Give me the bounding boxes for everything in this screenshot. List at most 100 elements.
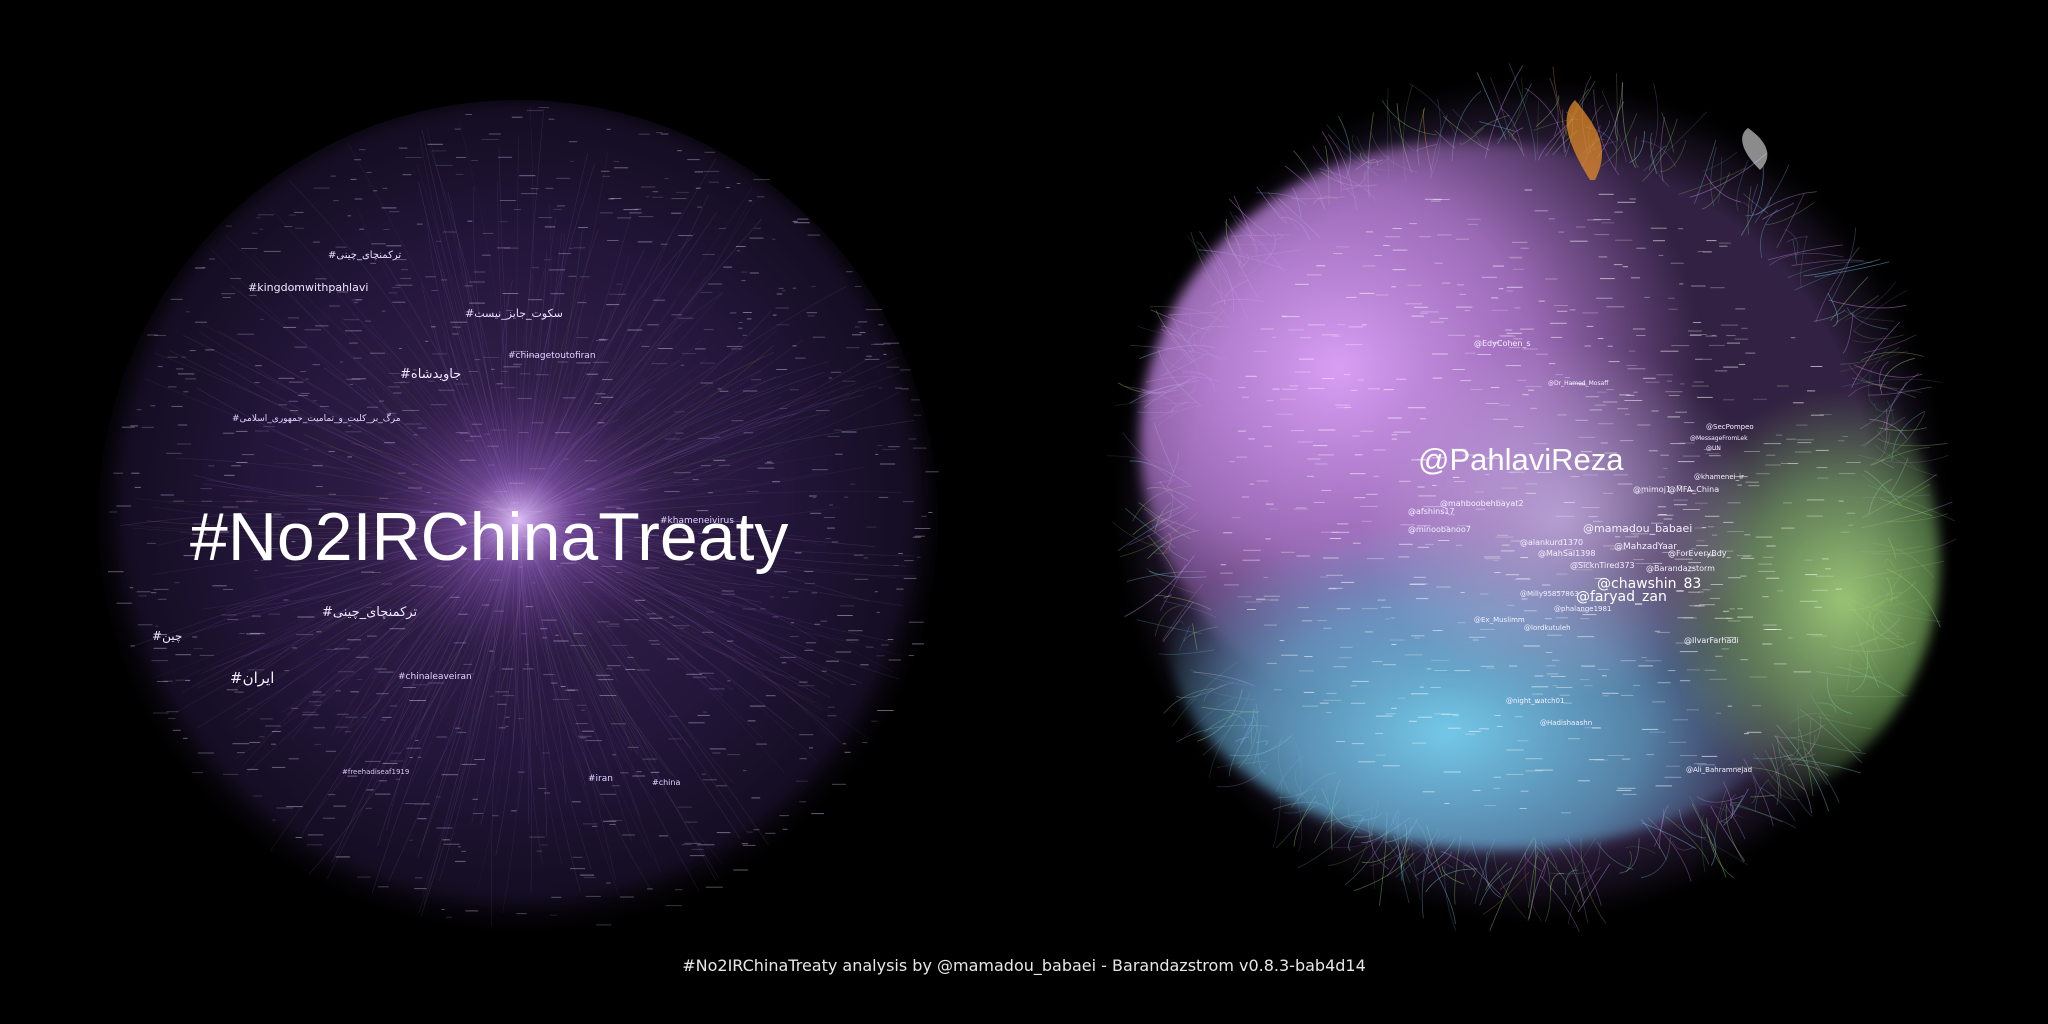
graph-node-label-mark bbox=[1690, 334, 1707, 335]
graph-node-label-mark bbox=[876, 611, 880, 613]
graph-node-label-mark bbox=[263, 426, 275, 428]
graph-node-label-mark bbox=[544, 226, 556, 228]
graph-edge bbox=[1740, 166, 1764, 236]
graph-node-label-mark bbox=[1727, 531, 1744, 532]
graph-node-label-mark bbox=[672, 625, 690, 627]
graph-node-label-mark bbox=[1777, 385, 1789, 387]
graph-node-label-mark bbox=[335, 726, 349, 728]
graph-node-label-mark bbox=[316, 631, 322, 633]
graph-node-label-mark bbox=[1544, 618, 1552, 620]
graph-node-label-mark bbox=[226, 689, 238, 691]
graph-node-label-mark bbox=[1417, 458, 1432, 460]
graph-node-label-mark bbox=[524, 663, 529, 665]
graph-node-label-mark bbox=[789, 389, 799, 391]
graph-node-label-mark bbox=[1391, 434, 1397, 436]
graph-node-label-mark bbox=[844, 496, 849, 498]
graph-node-label-mark bbox=[1606, 306, 1625, 308]
graph-node-label-mark bbox=[1405, 303, 1422, 305]
graph-node-label-mark bbox=[1511, 241, 1528, 243]
graph-node-label-mark bbox=[1715, 712, 1722, 714]
graph-node-label-mark bbox=[1637, 424, 1651, 426]
graph-node-label-mark bbox=[156, 681, 169, 682]
graph-node-label-mark bbox=[808, 495, 817, 497]
graph-node-label-mark bbox=[452, 333, 459, 335]
graph-node-label-mark bbox=[428, 682, 445, 684]
graph-edge bbox=[1776, 193, 1805, 248]
graph-node-label-mark bbox=[1679, 383, 1685, 385]
graph-node-label-mark bbox=[691, 848, 704, 850]
graph-node-label-mark bbox=[1603, 695, 1609, 697]
graph-node-label-mark bbox=[812, 497, 816, 499]
graph-edge bbox=[1660, 139, 1687, 173]
graph-node-label-mark bbox=[200, 488, 212, 490]
graph-edge bbox=[1706, 818, 1735, 879]
graph-node-label-mark bbox=[1727, 620, 1741, 622]
graph-node-label-mark bbox=[749, 237, 764, 239]
graph-node-label-mark bbox=[1507, 471, 1513, 473]
graph-edge bbox=[1524, 87, 1567, 153]
graph-node-label-mark bbox=[650, 771, 660, 773]
graph-node-label-mark bbox=[1383, 389, 1395, 391]
graph-node-label-mark bbox=[398, 347, 402, 349]
graph-node-label-mark bbox=[1294, 371, 1311, 373]
graph-node-label-mark bbox=[1247, 609, 1256, 610]
graph-node-label-mark bbox=[698, 437, 716, 439]
graph-node-label-mark bbox=[719, 390, 729, 392]
graph-node-label-mark bbox=[1525, 770, 1544, 772]
graph-node-label-mark bbox=[651, 363, 668, 365]
graph-node-label-mark bbox=[1728, 577, 1741, 579]
graph-node-label-mark bbox=[1670, 443, 1686, 445]
graph-node-label-mark bbox=[1315, 463, 1328, 465]
graph-node-label-mark bbox=[840, 605, 854, 607]
graph-node-label-mark bbox=[339, 361, 344, 363]
graph-node-label-mark bbox=[678, 235, 693, 237]
graph-node-label-mark bbox=[865, 309, 882, 311]
graph-node-label-mark bbox=[315, 278, 327, 280]
graph-node-label-mark bbox=[842, 743, 847, 745]
graph-node-label-mark bbox=[599, 695, 617, 696]
graph-node-label-mark bbox=[1636, 335, 1646, 336]
hashtag-label: #chinaleaveiran bbox=[398, 672, 472, 682]
graph-node-label-mark bbox=[857, 321, 868, 323]
graph-node-label-mark bbox=[1533, 443, 1547, 445]
graph-node-label-mark bbox=[721, 593, 736, 595]
graph-node-label-mark bbox=[585, 740, 603, 742]
graph-node-label-mark bbox=[699, 672, 714, 674]
graph-edge bbox=[1701, 814, 1706, 872]
graph-node-label-mark bbox=[1720, 324, 1739, 326]
graph-node-label-mark bbox=[1702, 589, 1711, 591]
mention-label: @Ex_Muslimm bbox=[1474, 616, 1525, 624]
graph-node-label-mark bbox=[166, 452, 182, 454]
graph-node-label-mark bbox=[1256, 598, 1266, 600]
mention-label: @mimoj1 bbox=[1633, 485, 1671, 494]
graph-node-label-mark bbox=[425, 276, 436, 278]
graph-node-label-mark bbox=[1617, 408, 1629, 410]
graph-node-label-mark bbox=[396, 259, 407, 261]
graph-node-label-mark bbox=[265, 725, 281, 727]
graph-node-label-mark bbox=[913, 414, 922, 416]
graph-node-label-mark bbox=[1243, 549, 1261, 551]
graph-node-label-mark bbox=[620, 896, 634, 898]
graph-node-label-mark bbox=[1416, 525, 1431, 527]
graph-node-label-mark bbox=[779, 815, 790, 817]
graph-node-label-mark bbox=[1619, 394, 1631, 396]
graph-node-label-mark bbox=[827, 527, 835, 529]
graph-node-label-mark bbox=[194, 267, 205, 269]
graph-node-label-mark bbox=[688, 722, 705, 724]
graph-node-label-mark bbox=[186, 311, 190, 313]
graph-node-label-mark bbox=[804, 649, 814, 651]
graph-node-label-mark bbox=[1710, 287, 1725, 289]
graph-node-label-mark bbox=[1266, 400, 1274, 402]
graph-node-label-mark bbox=[702, 254, 715, 255]
graph-node-label-mark bbox=[365, 320, 371, 322]
graph-node-label-mark bbox=[1657, 682, 1671, 684]
graph-node-label-mark bbox=[882, 449, 897, 451]
graph-node-label-mark bbox=[684, 563, 695, 565]
graph-node-label-mark bbox=[1706, 240, 1717, 242]
graph-node-label-mark bbox=[1806, 499, 1825, 501]
graph-node-label-mark bbox=[1755, 473, 1770, 475]
graph-edge bbox=[1425, 868, 1478, 893]
graph-node-label-mark bbox=[694, 171, 703, 173]
graph-edge bbox=[1475, 114, 1510, 134]
graph-node-label-mark bbox=[170, 298, 183, 300]
